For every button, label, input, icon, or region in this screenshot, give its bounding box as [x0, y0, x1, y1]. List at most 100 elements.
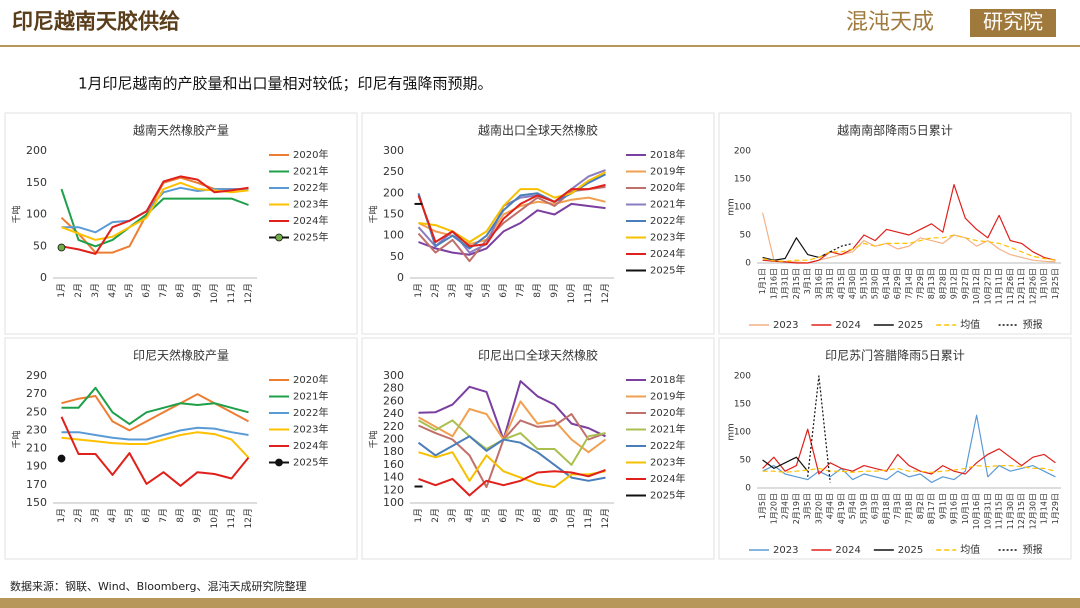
series-line — [418, 469, 606, 497]
panel — [361, 112, 715, 335]
x-tick-label: 2月 — [430, 508, 441, 523]
y-tick-label: 0 — [745, 484, 751, 494]
y-tick-label: 200 — [383, 186, 404, 199]
x-tick-label: 1月25日 — [1051, 268, 1060, 299]
y-tick-label: 200 — [383, 433, 404, 446]
x-tick-label: 4月30日 — [848, 268, 857, 299]
series-line — [60, 188, 249, 248]
series-line — [61, 386, 249, 426]
x-tick-label: 8月13日 — [927, 268, 936, 299]
y-tick-label: 50 — [33, 239, 47, 252]
x-tick-label: 8月 — [175, 283, 186, 298]
y-tick-label: 300 — [383, 369, 404, 382]
x-tick-label: 7月18日 — [905, 493, 914, 524]
x-tick-label: 1月1日 — [758, 268, 767, 294]
x-tick-label: 10月 — [566, 508, 577, 528]
series-line — [61, 175, 249, 255]
y-tick-label: 150 — [383, 208, 404, 221]
legend-label: 2025 — [898, 545, 923, 556]
x-tick-label: 11月15日 — [995, 493, 1004, 529]
x-tick-label: 3月5日 — [803, 493, 812, 519]
x-tick-label: 3月31日 — [826, 268, 835, 299]
legend-label: 2023年 — [293, 423, 328, 436]
y-tick-label: 120 — [383, 483, 404, 496]
legend-label: 2021年 — [293, 390, 328, 403]
x-tick-label: 1月 — [413, 508, 424, 523]
x-tick-label: 4月15日 — [837, 268, 846, 299]
legend-label: 2022年 — [650, 439, 685, 452]
series-line — [417, 183, 606, 248]
x-tick-label: 6月 — [141, 283, 152, 298]
x-tick-label: 1月5日 — [758, 493, 767, 519]
x-tick-label: 4月19日 — [837, 493, 846, 524]
x-tick-label: 4月 — [107, 508, 118, 523]
x-tick-label: 5月 — [481, 508, 492, 523]
x-tick-label: 12月26日 — [1028, 268, 1037, 304]
x-tick-label: 6月3日 — [871, 493, 880, 519]
legend-label: 均值 — [960, 318, 980, 331]
x-tick-label: 6月29日 — [893, 268, 902, 299]
x-tick-label: 9月1日 — [938, 493, 947, 519]
y-tick-label: 100 — [734, 203, 751, 213]
source-note: 数据来源：钢联、Wind、Bloomberg、混沌天成研究院整理 — [10, 579, 306, 593]
y-tick-label: 150 — [26, 176, 47, 189]
legend-label: 均值 — [960, 543, 980, 556]
series-line — [418, 451, 606, 489]
legend-label: 2018年 — [650, 148, 685, 161]
y-tick-label: 160 — [383, 458, 404, 471]
series-line — [762, 184, 1056, 264]
logo-text: 混沌天成 — [846, 10, 934, 35]
chart-title: 越南出口全球天然橡胶 — [478, 123, 598, 138]
x-tick-label: 11月 — [226, 508, 237, 528]
chart-title: 越南天然橡胶产量 — [133, 123, 229, 138]
x-tick-label: 5月30日 — [871, 268, 880, 299]
chart-title: 印尼苏门答腊降雨5日累计 — [825, 348, 965, 363]
legend-label: 2020年 — [650, 181, 685, 194]
legend-label: 2021年 — [650, 423, 685, 436]
x-tick-label: 11月11日 — [995, 268, 1004, 304]
x-tick-label: 1月10日 — [1040, 268, 1049, 299]
legend-label: 2019年 — [650, 165, 685, 178]
x-tick-label: 3月 — [447, 508, 458, 523]
panel — [718, 337, 1072, 560]
y-tick-label: 170 — [26, 478, 47, 491]
legend-label: 2023年 — [293, 198, 328, 211]
legend-label: 2022年 — [293, 181, 328, 194]
x-tick-label: 1月 — [413, 283, 424, 298]
x-tick-label: 12月15日 — [1017, 493, 1026, 529]
x-tick-label: 6月18日 — [882, 493, 891, 524]
x-tick-label: 3月16日 — [814, 268, 823, 299]
legend-label: 2024年 — [293, 214, 328, 227]
legend-marker — [275, 233, 283, 242]
y-tick-label: 50 — [740, 231, 752, 241]
series-line — [417, 435, 606, 482]
x-tick-label: 9月 — [549, 508, 560, 523]
x-tick-label: 7月 — [158, 508, 169, 523]
y-tick-label: 200 — [734, 372, 751, 382]
x-tick-label: 5月19日 — [859, 493, 868, 524]
legend-label: 2020年 — [650, 406, 685, 419]
y-tick-label: 0 — [745, 259, 751, 269]
legend-label: 2025年 — [650, 489, 685, 502]
x-tick-label: 9月12日 — [950, 268, 959, 299]
x-tick-label: 10月27日 — [983, 268, 992, 304]
x-tick-label: 10月12日 — [972, 268, 981, 304]
x-tick-label: 5月 — [124, 508, 135, 523]
y-tick-label: 50 — [740, 456, 752, 466]
series-line — [418, 400, 607, 454]
legend-label: 2025年 — [293, 231, 328, 244]
point-marker — [57, 454, 66, 463]
legend-label: 2020年 — [293, 148, 328, 161]
legend-label: 2025年 — [293, 456, 328, 469]
x-tick-label: 2月19日 — [792, 493, 801, 524]
y-axis-label: 千吨 — [368, 430, 380, 448]
x-tick-label: 10月 — [209, 283, 220, 303]
x-tick-label: 11月 — [583, 508, 594, 528]
x-tick-label: 11月30日 — [1006, 493, 1015, 529]
x-tick-label: 1月 — [56, 508, 67, 523]
x-tick-label: 8月 — [532, 508, 543, 523]
point-marker — [57, 243, 66, 252]
x-tick-label: 6月 — [141, 508, 152, 523]
x-tick-label: 2月15日 — [792, 268, 801, 299]
legend-label: 2022年 — [293, 406, 328, 419]
